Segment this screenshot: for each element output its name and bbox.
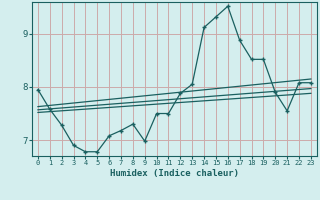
X-axis label: Humidex (Indice chaleur): Humidex (Indice chaleur) (110, 169, 239, 178)
